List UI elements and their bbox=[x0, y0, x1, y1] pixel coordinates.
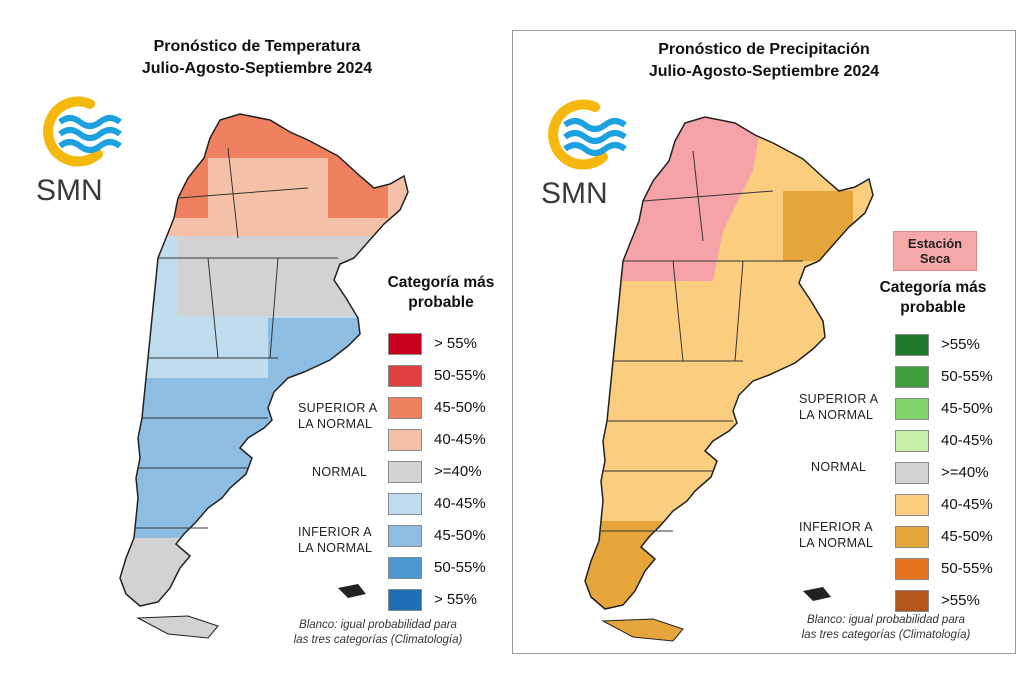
smn-logo: SMN bbox=[541, 99, 627, 210]
precipitation-legend-heading-line2: probable bbox=[900, 299, 966, 316]
group-line: INFERIOR A bbox=[799, 520, 873, 534]
legend-swatch bbox=[388, 397, 422, 419]
precipitation-title-line2: Julio-Agosto-Septiembre 2024 bbox=[648, 63, 880, 80]
legend-swatch bbox=[895, 462, 929, 484]
precipitation-group-inferior: INFERIOR A LA NORMAL bbox=[799, 519, 909, 551]
legend-swatch bbox=[895, 430, 929, 452]
group-line: SUPERIOR A bbox=[298, 401, 378, 415]
legend-swatch bbox=[388, 493, 422, 515]
temperature-group-superior: SUPERIOR A LA NORMAL bbox=[298, 400, 408, 432]
smn-logo: SMN bbox=[36, 96, 122, 207]
legend-label: >=40% bbox=[434, 463, 482, 480]
legend-label: 50-55% bbox=[941, 560, 993, 577]
legend-swatch bbox=[895, 590, 929, 612]
legend-swatch bbox=[388, 429, 422, 451]
group-line: LA NORMAL bbox=[799, 408, 874, 422]
temperature-group-normal: NORMAL bbox=[312, 464, 422, 480]
legend-swatch bbox=[895, 366, 929, 388]
footnote-line2: las tres categorías (Climatología) bbox=[801, 629, 971, 641]
legend-label: > 55% bbox=[434, 591, 477, 608]
legend-swatch bbox=[388, 525, 422, 547]
smn-logo-text: SMN bbox=[541, 177, 608, 210]
legend-swatch bbox=[895, 526, 929, 548]
legend-swatch bbox=[895, 398, 929, 420]
legend-swatch bbox=[388, 461, 422, 483]
legend-label: 40-45% bbox=[434, 431, 486, 448]
temperature-group-inferior: INFERIOR A LA NORMAL bbox=[298, 524, 408, 556]
temperature-map bbox=[119, 113, 409, 639]
footnote-line1: Blanco: igual probabilidad para bbox=[299, 619, 457, 631]
group-line: LA NORMAL bbox=[298, 541, 373, 555]
precipitation-group-normal: NORMAL bbox=[811, 459, 921, 475]
group-line: NORMAL bbox=[312, 465, 368, 479]
legend-label: 45-50% bbox=[941, 528, 993, 545]
temperature-title: Pronóstico de Temperatura Julio-Agosto-S… bbox=[8, 36, 506, 80]
legend-swatch bbox=[388, 333, 422, 355]
footnote-line1: Blanco: igual probabilidad para bbox=[807, 614, 965, 626]
legend-swatch bbox=[388, 589, 422, 611]
legend-label: >55% bbox=[941, 592, 980, 609]
precipitation-footnote: Blanco: igual probabilidad para las tres… bbox=[771, 613, 1001, 643]
group-line: LA NORMAL bbox=[298, 417, 373, 431]
precipitation-title: Pronóstico de Precipitación Julio-Agosto… bbox=[513, 39, 1015, 83]
temperature-title-line2: Julio-Agosto-Septiembre 2024 bbox=[141, 60, 373, 77]
precipitation-title-line1: Pronóstico de Precipitación bbox=[658, 41, 870, 58]
legend-swatch bbox=[388, 557, 422, 579]
precipitation-legend-heading: Categoría más probable bbox=[858, 278, 1008, 318]
legend-swatch bbox=[895, 558, 929, 580]
group-line: SUPERIOR A bbox=[799, 392, 879, 406]
dry-season-badge: Estación Seca bbox=[893, 231, 977, 271]
legend-label: >=40% bbox=[941, 464, 989, 481]
footnote-line2: las tres categorías (Climatología) bbox=[293, 634, 463, 646]
temperature-forecast-panel: Pronóstico de Temperatura Julio-Agosto-S… bbox=[8, 28, 506, 653]
legend-label: > 55% bbox=[434, 335, 477, 352]
group-line: NORMAL bbox=[811, 460, 867, 474]
legend-label: 50-55% bbox=[434, 367, 486, 384]
temperature-footnote: Blanco: igual probabilidad para las tres… bbox=[263, 618, 493, 648]
temperature-title-line1: Pronóstico de Temperatura bbox=[153, 38, 361, 55]
legend-label: >55% bbox=[941, 336, 980, 353]
precipitation-map bbox=[584, 116, 874, 642]
precipitation-legend-heading-line1: Categoría más bbox=[879, 279, 987, 296]
legend-label: 45-50% bbox=[434, 399, 486, 416]
temperature-legend-heading-line1: Categoría más bbox=[387, 274, 495, 291]
legend-label: 50-55% bbox=[941, 368, 993, 385]
season-badge-line1: Estación bbox=[907, 236, 963, 251]
legend-label: 40-45% bbox=[434, 495, 486, 512]
smn-logo-text: SMN bbox=[36, 174, 103, 207]
season-badge-line2: Seca bbox=[919, 251, 951, 266]
temperature-legend-heading-line2: probable bbox=[408, 294, 474, 311]
precipitation-group-superior: SUPERIOR A LA NORMAL bbox=[799, 391, 909, 423]
legend-label: 40-45% bbox=[941, 496, 993, 513]
group-line: INFERIOR A bbox=[298, 525, 372, 539]
legend-label: 50-55% bbox=[434, 559, 486, 576]
group-line: LA NORMAL bbox=[799, 536, 874, 550]
legend-swatch bbox=[895, 494, 929, 516]
legend-label: 45-50% bbox=[434, 527, 486, 544]
precipitation-forecast-panel: Pronóstico de Precipitación Julio-Agosto… bbox=[512, 30, 1016, 654]
legend-label: 40-45% bbox=[941, 432, 993, 449]
legend-swatch bbox=[895, 334, 929, 356]
legend-swatch bbox=[388, 365, 422, 387]
legend-label: 45-50% bbox=[941, 400, 993, 417]
temperature-legend-heading: Categoría más probable bbox=[366, 273, 516, 313]
